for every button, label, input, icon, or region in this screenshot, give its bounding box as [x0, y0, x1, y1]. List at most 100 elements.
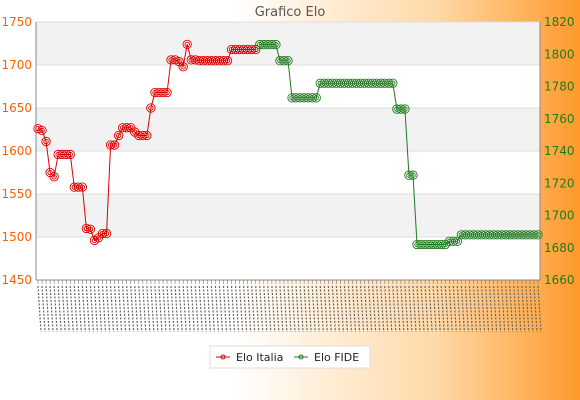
x-axis	[37, 280, 542, 333]
left-y-tick-label: 1600	[1, 144, 32, 158]
data-point	[311, 93, 321, 103]
x-tick-label	[327, 285, 332, 333]
data-point	[138, 130, 148, 141]
data-point-inner	[87, 226, 94, 232]
x-tick-label	[351, 285, 357, 333]
left-y-tick-label: 1750	[1, 15, 32, 29]
data-point-inner	[79, 184, 86, 190]
x-tick-label	[420, 285, 425, 333]
data-point-inner	[402, 106, 408, 112]
x-tick-label	[97, 285, 103, 333]
right-y-tick-label: 1680	[544, 241, 575, 255]
data-point-inner	[148, 105, 154, 111]
x-tick-label	[339, 285, 345, 333]
x-tick-label	[126, 285, 131, 333]
x-tick-label	[472, 285, 478, 333]
data-point-inner	[285, 58, 291, 64]
x-tick-label	[299, 285, 304, 333]
data-point	[384, 78, 394, 88]
x-tick-label	[162, 285, 167, 333]
data-point	[61, 149, 71, 160]
x-tick-label	[178, 285, 183, 333]
x-tick-label	[57, 285, 62, 333]
x-tick-label	[81, 285, 86, 333]
data-point-inner	[115, 132, 122, 139]
x-tick-label	[428, 285, 433, 333]
x-tick-label	[85, 285, 90, 333]
x-tick-label	[408, 285, 413, 333]
x-tick-label	[41, 285, 46, 333]
x-tick-label	[122, 285, 127, 333]
x-tick-label	[497, 285, 502, 333]
x-tick-label	[372, 285, 377, 333]
data-point	[448, 236, 458, 246]
x-tick-label	[509, 285, 514, 333]
data-point	[37, 125, 47, 136]
grid-band	[36, 194, 540, 237]
data-point	[182, 39, 192, 50]
x-tick-label	[380, 285, 385, 333]
x-tick-label	[440, 285, 445, 333]
series-elo-italia	[33, 39, 261, 246]
x-tick-label	[166, 285, 171, 333]
x-tick-label	[186, 285, 191, 333]
x-tick-label	[303, 285, 308, 333]
x-tick-label	[343, 285, 349, 333]
right-y-tick-label: 1780	[544, 80, 575, 94]
x-tick-label	[452, 285, 457, 333]
x-tick-label	[355, 285, 361, 333]
x-tick-label	[134, 285, 139, 333]
legend-label: Elo Italia	[236, 351, 283, 364]
data-point	[396, 104, 406, 114]
x-tick-label	[412, 285, 417, 333]
x-tick-label	[319, 285, 324, 333]
x-tick-label	[182, 285, 187, 333]
x-tick-label	[501, 285, 506, 333]
x-tick-label	[202, 285, 207, 333]
x-tick-label	[271, 285, 276, 333]
data-point-inner	[390, 80, 396, 86]
chart-title: Grafico Elo	[255, 5, 326, 20]
data-point	[279, 56, 289, 66]
x-tick-label	[206, 285, 211, 333]
series-elo-fide	[255, 39, 543, 250]
grid-band	[36, 237, 540, 280]
x-tick-label	[255, 285, 260, 333]
data-point	[158, 87, 168, 98]
data-point	[533, 230, 543, 240]
x-tick-label	[138, 285, 143, 333]
data-point-inner	[103, 230, 110, 237]
data-point-inner	[144, 132, 150, 139]
data-point	[109, 140, 120, 150]
data-point	[33, 123, 43, 134]
data-point	[65, 149, 75, 160]
data-point	[436, 239, 446, 250]
grid-band	[36, 65, 540, 108]
x-tick-label	[267, 285, 272, 333]
data-point-inner	[454, 238, 461, 244]
data-point	[222, 56, 233, 66]
x-tick-label	[404, 285, 409, 333]
right-y-tick-label: 1800	[544, 47, 575, 61]
x-tick-label	[307, 285, 312, 333]
x-tick-label	[513, 285, 518, 333]
legend-box	[209, 345, 371, 369]
data-point	[529, 230, 539, 240]
right-y-tick-label: 1820	[544, 15, 575, 29]
x-tick-label	[279, 285, 284, 333]
right-y-axis: 1660 1680 1700 1720 1740 1760 1780 1800 1820	[544, 15, 575, 287]
legend-marker	[220, 354, 226, 360]
x-tick-label	[359, 285, 365, 333]
legend: Elo Italia Elo FIDE	[209, 345, 371, 369]
x-tick-label	[226, 285, 232, 333]
x-tick-label	[533, 285, 538, 333]
x-tick-label	[190, 285, 195, 333]
data-point	[101, 228, 112, 239]
grid-band	[36, 108, 540, 151]
x-tick-label	[368, 285, 373, 333]
x-tick-label	[154, 285, 159, 333]
data-point	[162, 87, 172, 98]
x-tick-label	[275, 285, 280, 333]
x-tick-label	[150, 285, 155, 333]
